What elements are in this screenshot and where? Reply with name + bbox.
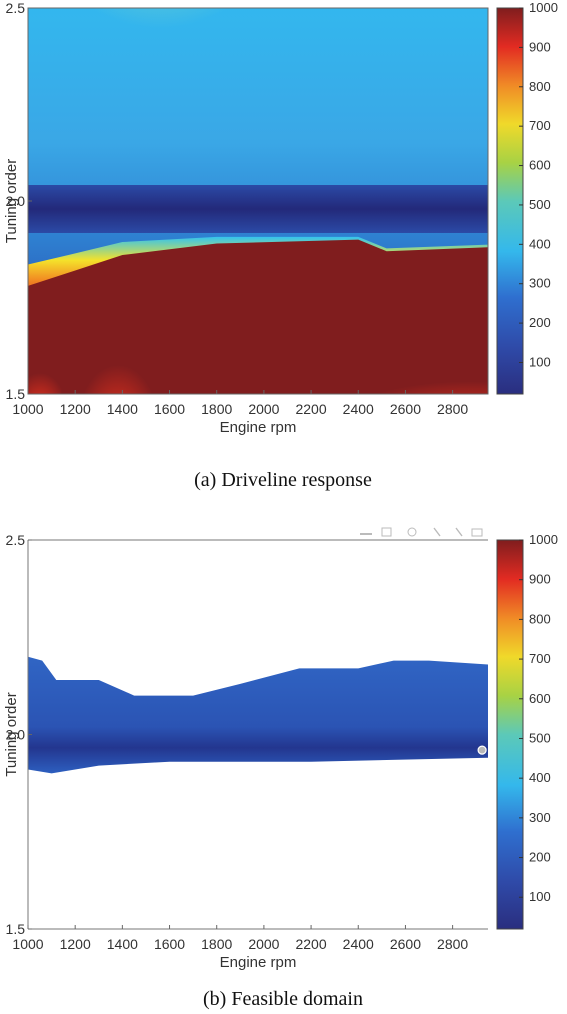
- panel-a-colorbar-tick-label: 800: [529, 79, 551, 94]
- panel-b-y-axis-label: Tuning order: [3, 692, 20, 777]
- panel-a: 1000 1200 1400 1600 1800 2000 2200 2400 2600 2800…: [3, 0, 558, 491]
- panel-b-colorbar-tick-label: 700: [529, 651, 551, 666]
- colorbar-b-ticks: 100 200 300 400 500 600 700 800 900 1000: [519, 532, 558, 904]
- panel-b-x-tick-label: 2800: [437, 936, 468, 952]
- panel-b: 1000 1200 1400 1600 1800 2000 2200 2400 2600 2800…: [3, 527, 558, 1010]
- panel-b-x-tick-label: 1600: [154, 936, 185, 952]
- panel-a-x-tick-label: 1000: [12, 401, 43, 417]
- panel-b-colorbar-tick-label: 800: [529, 611, 551, 626]
- panel-a-colorbar-tick-label: 900: [529, 39, 551, 54]
- panel-b-x-tick-label: 2000: [248, 936, 279, 952]
- toolbar-home-icon[interactable]: [471, 528, 483, 537]
- heatmap-a-red-peak-3: [360, 361, 488, 394]
- panel-a-colorbar-tick-label: 700: [529, 118, 551, 133]
- panel-a-x-tick-label: 2800: [437, 401, 468, 417]
- panel-a-colorbar-tick-label: 300: [529, 276, 551, 291]
- panel-b-y-tick-label: 2.0: [6, 727, 26, 743]
- panel-b-colorbar-tick-label: 200: [529, 850, 551, 865]
- panel-a-y-tick-label: 2.0: [6, 193, 26, 209]
- panel-b-x-tick-label: 1800: [201, 936, 232, 952]
- panel-a-y-tick-label: 2.5: [6, 0, 26, 16]
- panel-a-x-tick-label: 1400: [107, 401, 138, 417]
- caption-a: (a) Driveline response: [194, 469, 372, 491]
- panel-b-x-tick-label: 2600: [390, 936, 421, 952]
- panel-b-y-tick-label: 2.5: [6, 532, 26, 548]
- panel-a-colorbar-tick-label: 400: [529, 236, 551, 251]
- panel-a-colorbar-tick-label: 200: [529, 315, 551, 330]
- toolbar-rotate-icon[interactable]: [407, 527, 417, 537]
- axes-b: 1000 1200 1400 1600 1800 2000 2200 2400 2600 2800…: [3, 532, 468, 971]
- panel-a-colorbar-tick-label: 500: [529, 197, 551, 212]
- panel-b-x-tick-label: 1000: [12, 936, 43, 952]
- heatmap-a-green-region: [50, 8, 270, 120]
- panel-a-colorbar-tick-label: 1000: [529, 0, 558, 15]
- selected-point-marker: [477, 745, 487, 755]
- panel-b-colorbar-tick-label: 1000: [529, 532, 558, 547]
- feasible-domain-region: [28, 656, 488, 774]
- panel-a-x-tick-label: 1600: [154, 401, 185, 417]
- panel-a-x-axis-label: Engine rpm: [220, 419, 297, 436]
- panel-b-colorbar-tick-label: 100: [529, 889, 551, 904]
- axes-a: 1000 1200 1400 1600 1800 2000 2200 2400 2600 2800…: [3, 0, 468, 436]
- panel-b-colorbar-tick-label: 600: [529, 691, 551, 706]
- panel-b-colorbar-tick-label: 500: [529, 730, 551, 745]
- panel-b-x-tick-label: 2400: [343, 936, 374, 952]
- plot-toolbar-b[interactable]: [360, 527, 483, 537]
- panel-b-x-tick-label: 1200: [60, 936, 91, 952]
- heatmap-a: [28, 8, 488, 394]
- colorbar-a: [496, 7, 524, 395]
- colorbar-a-ticks: 100 200 300 400 500 600 700 800 900 1000: [519, 0, 558, 369]
- panel-b-colorbar-tick-label: 300: [529, 810, 551, 825]
- panel-b-colorbar-tick-label: 400: [529, 770, 551, 785]
- panel-a-x-tick-label: 2000: [248, 401, 279, 417]
- panel-b-y-tick-label: 1.5: [6, 921, 26, 937]
- panel-b-x-tick-label: 1400: [107, 936, 138, 952]
- panel-b-x-tick-label: 2200: [295, 936, 326, 952]
- panel-a-colorbar-tick-label: 100: [529, 354, 551, 369]
- toolbar-pan-icon[interactable]: [433, 527, 441, 537]
- panel-a-y-tick-label: 1.5: [6, 386, 26, 402]
- toolbar-zoom-icon[interactable]: [455, 527, 463, 537]
- panel-a-y-axis-label: Tuning order: [3, 159, 20, 244]
- heatmap-a-low-band: [28, 185, 488, 233]
- panel-a-colorbar-tick-label: 600: [529, 158, 551, 173]
- panel-a-x-tick-label: 1200: [60, 401, 91, 417]
- toolbar-brush-icon[interactable]: [360, 533, 372, 535]
- panel-a-x-tick-label: 1800: [201, 401, 232, 417]
- panel-a-x-tick-label: 2600: [390, 401, 421, 417]
- heatmap-a-red-peak-1: [84, 335, 152, 394]
- panel-b-x-axis-label: Engine rpm: [220, 954, 297, 971]
- heatmap-a-red-peak-2: [28, 355, 62, 394]
- panel-a-x-tick-label: 2200: [295, 401, 326, 417]
- toolbar-datatip-icon[interactable]: [381, 527, 392, 537]
- panel-b-colorbar-tick-label: 900: [529, 572, 551, 587]
- panel-a-x-tick-label: 2400: [343, 401, 374, 417]
- caption-b: (b) Feasible domain: [203, 988, 363, 1010]
- colorbar-b: [496, 539, 524, 930]
